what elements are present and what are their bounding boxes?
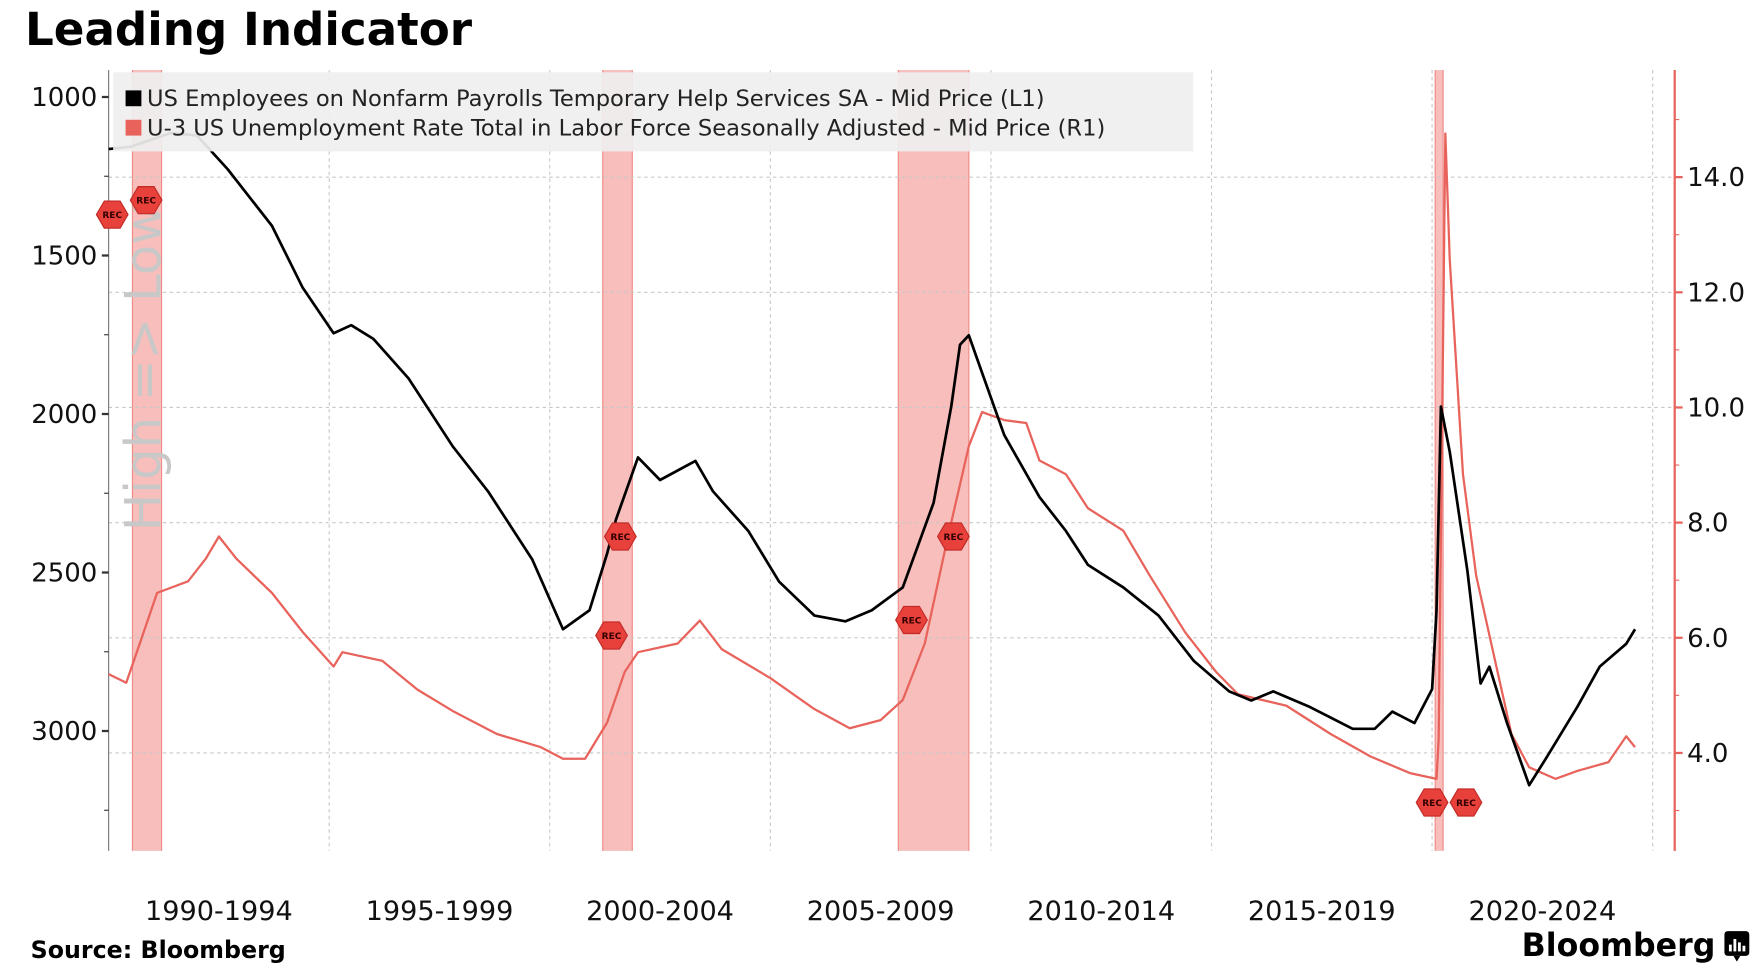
right-axis-tick-label: 8.0 <box>1687 509 1728 539</box>
x-axis-labels: 1990-1994 1995-1999 2000-2004 2005-2009 2010… <box>145 896 1616 927</box>
rec-marker-shape <box>595 621 629 650</box>
legend-label-unemployment: U-3 US Unemployment Rate Total in Labor … <box>147 116 1105 142</box>
right-axis-tick-label: 14.0 <box>1687 163 1745 193</box>
left-axis-tick-label: 3000 <box>31 717 97 747</box>
x-axis-tick-label: 2020-2024 <box>1468 896 1616 927</box>
recession-band <box>898 70 969 851</box>
rec-marker-shape <box>895 605 928 635</box>
bloomberg-wordmark: Bloomberg <box>1522 928 1716 964</box>
rec-marker-shape <box>95 200 129 229</box>
rec-marker: REC <box>129 186 163 215</box>
legend-label-payrolls: US Employees on Nonfarm Payrolls Tempora… <box>147 86 1045 112</box>
right-axis-tick-label: 12.0 <box>1687 278 1745 308</box>
rec-marker-shape <box>1449 788 1483 817</box>
right-axis-tick-label: 10.0 <box>1687 394 1745 424</box>
rec-marker-shape <box>936 522 970 551</box>
rec-marker-label: REC <box>1422 799 1442 809</box>
rec-marker-label: REC <box>1456 799 1476 809</box>
x-axis-tick-label: 2005-2009 <box>807 896 955 927</box>
rec-marker-shape <box>603 522 637 551</box>
rec-marker: REC <box>895 605 928 635</box>
rec-marker: REC <box>603 522 637 551</box>
rec-marker-label: REC <box>902 616 922 626</box>
rec-marker: REC <box>95 200 129 229</box>
x-axis-tick-label: 2015-2019 <box>1248 896 1396 927</box>
rec-marker: REC <box>595 621 629 650</box>
rec-marker-label: REC <box>611 533 631 543</box>
series-line-temp-help-payrolls <box>108 131 1637 787</box>
left-axis-tick-label: 1500 <box>31 242 97 272</box>
right-axis-tick-label: 6.0 <box>1687 624 1728 654</box>
series-line-unemployment-rate <box>108 132 1636 780</box>
left-axis-tick-label: 1000 <box>31 83 97 113</box>
grid <box>108 70 1675 851</box>
legend-swatch-payrolls <box>125 90 142 107</box>
right-axis-tick-label: 4.0 <box>1687 739 1728 769</box>
left-axis-tick-label: 2500 <box>31 559 97 589</box>
x-axis-tick-label: 2010-2014 <box>1027 896 1175 927</box>
series-lines <box>108 131 1637 787</box>
left-axis-tick-label: 2000 <box>31 400 97 430</box>
axis-annotation: High => Low <box>115 204 173 531</box>
rec-marker: REC <box>1415 788 1449 817</box>
rec-marker-shape <box>129 186 163 215</box>
legend-swatch-unemployment <box>125 119 142 136</box>
rec-marker-shape <box>1415 788 1449 817</box>
source-note: Source: Bloomberg <box>31 936 286 964</box>
rec-marker-label: REC <box>602 632 622 642</box>
legend-background <box>113 72 1194 152</box>
legend: US Employees on Nonfarm Payrolls Tempora… <box>113 72 1194 152</box>
x-axis-tick-label: 1990-1994 <box>145 896 293 927</box>
recession-markers: REC REC REC REC REC REC REC REC <box>95 186 1483 817</box>
rec-marker: REC <box>1449 788 1483 817</box>
x-axis-tick-label: 1995-1999 <box>366 896 514 927</box>
axes: 1000 1500 2000 2500 3000 4.0 6.0 8.0 10.0 12.0 14.… <box>31 70 1745 851</box>
bloomberg-logo-icon <box>1724 931 1750 962</box>
recession-band <box>602 70 633 851</box>
rec-marker: REC <box>936 522 970 551</box>
rec-marker-label: REC <box>944 533 964 543</box>
rec-marker-label: REC <box>136 197 156 207</box>
rec-marker-label: REC <box>102 211 122 221</box>
x-axis-tick-label: 2000-2004 <box>586 896 734 927</box>
chart-title: Leading Indicator <box>25 3 473 56</box>
